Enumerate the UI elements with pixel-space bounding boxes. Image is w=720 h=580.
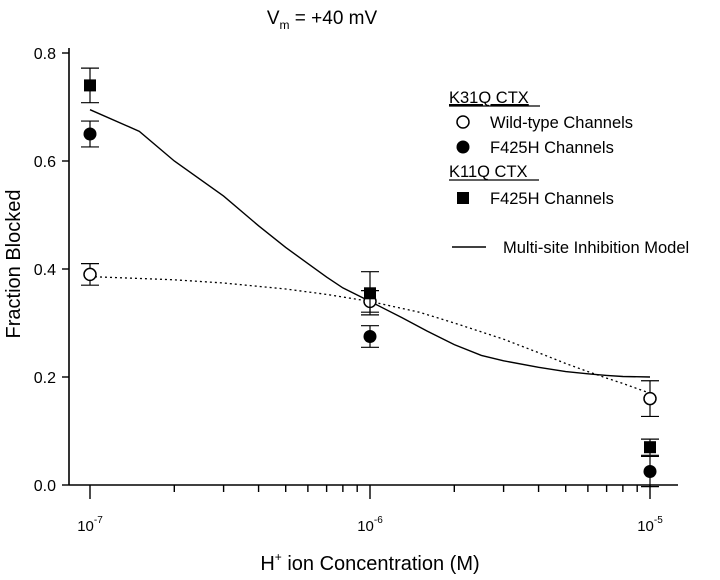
legend-filled-square-marker <box>457 192 469 204</box>
legend-model-label: Multi-site Inhibition Model <box>503 239 689 257</box>
y-tick-4: 0.8 <box>34 46 69 63</box>
legend-f425h-k11q-label: F425H Channels <box>490 190 614 208</box>
y-axis-label: Fraction Blocked <box>3 190 25 339</box>
y-ticks: 0.0 0.2 0.4 0.6 0.8 <box>34 46 69 495</box>
x-tick-label-0: 10-7 <box>77 515 103 535</box>
data-point-open-circle-2 <box>641 380 659 418</box>
y-tick-label-0: 0.0 <box>34 478 56 495</box>
y-tick-3: 0.6 <box>34 154 69 171</box>
x-tick-label-1: 10-6 <box>357 515 383 535</box>
y-tick-2: 0.4 <box>34 262 69 279</box>
y-tick-label-1: 0.2 <box>34 370 56 387</box>
x-axis-label: H+ ion Concentration (M) <box>260 550 479 575</box>
marker-filled-square <box>84 79 96 92</box>
legend-wildtype-label: Wild-type Channels <box>490 114 633 132</box>
marker-filled-circle <box>643 465 657 478</box>
model-curves <box>89 109 651 394</box>
marker-open-circle <box>83 267 97 282</box>
legend-f425h-k31q-label: F425H Channels <box>490 139 614 157</box>
data-point-filled-square-2 <box>641 438 659 456</box>
legend: K31Q CTX Wild-type Channels F425H Channe… <box>449 89 689 257</box>
chart-title: Vm = +40 mV <box>267 8 378 32</box>
marker-filled-circle <box>83 127 97 141</box>
y-tick-1: 0.2 <box>34 370 69 387</box>
y-tick-label-3: 0.6 <box>34 154 56 171</box>
data-points <box>81 67 659 488</box>
legend-group-k11q: K11Q CTX <box>449 163 528 181</box>
marker-filled-circle <box>363 330 377 343</box>
legend-filled-circle-marker <box>456 140 470 154</box>
y-tick-label-4: 0.8 <box>34 46 56 63</box>
data-point-filled-circle-2 <box>641 455 659 488</box>
data-point-filled-circle-1 <box>361 325 379 348</box>
legend-open-circle-marker <box>456 115 470 129</box>
y-tick-label-2: 0.4 <box>34 262 56 279</box>
data-point-filled-square-1 <box>361 271 379 316</box>
legend-group-k31q: K31Q CTX <box>449 89 529 107</box>
y-tick-0: 0.0 <box>34 478 69 495</box>
x-tick-labels: 10-7 10-6 10-5 <box>77 515 663 535</box>
marker-open-circle <box>643 391 657 406</box>
marker-filled-square <box>644 441 656 454</box>
x-ticks <box>89 485 651 499</box>
data-point-open-circle-0 <box>81 263 99 286</box>
x-tick-label-2: 10-5 <box>637 515 663 535</box>
data-point-filled-circle-0 <box>81 120 99 148</box>
marker-filled-square <box>364 287 376 300</box>
data-point-filled-square-0 <box>81 67 99 104</box>
multi-site-model-curve <box>89 109 651 378</box>
